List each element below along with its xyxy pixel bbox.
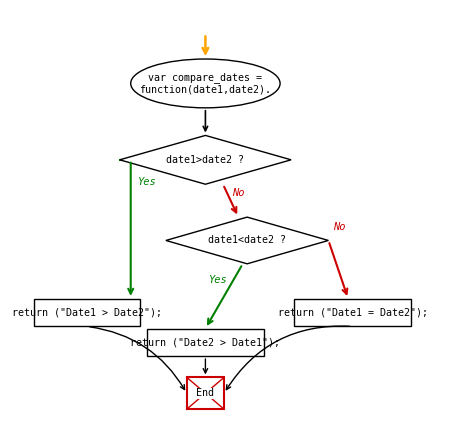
Text: return ("Date2 > Date1");: return ("Date2 > Date1"); <box>130 337 281 347</box>
Text: var compare_dates =
function(date1,date2).: var compare_dates = function(date1,date2… <box>139 72 272 95</box>
Text: Yes: Yes <box>208 275 227 285</box>
FancyBboxPatch shape <box>187 378 224 409</box>
FancyBboxPatch shape <box>294 299 411 326</box>
Text: return ("Date1 = Date2");: return ("Date1 = Date2"); <box>278 307 428 318</box>
Text: No: No <box>333 222 346 232</box>
Ellipse shape <box>131 59 280 108</box>
FancyBboxPatch shape <box>34 299 139 326</box>
Text: Yes: Yes <box>137 177 156 187</box>
Polygon shape <box>166 217 328 264</box>
Text: date1<date2 ?: date1<date2 ? <box>208 236 286 246</box>
FancyBboxPatch shape <box>147 329 264 356</box>
Text: return ("Date1 > Date2");: return ("Date1 > Date2"); <box>12 307 162 318</box>
Polygon shape <box>120 135 291 184</box>
Text: No: No <box>232 188 244 198</box>
Text: date1>date2 ?: date1>date2 ? <box>166 155 245 165</box>
Text: End: End <box>196 388 214 398</box>
